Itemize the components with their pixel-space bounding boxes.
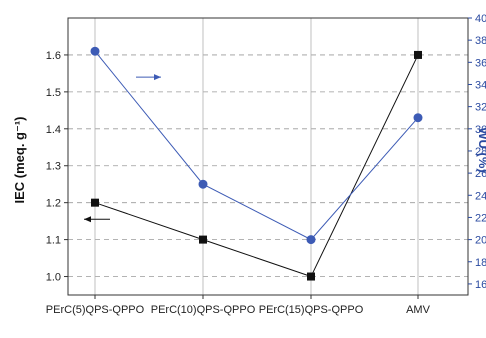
- data-point-square: [307, 272, 315, 281]
- y-tick-right-label: 28: [475, 146, 486, 158]
- x-tick-label: PErC(5)QPS-QPPO: [46, 304, 145, 316]
- x-tick-label: PErC(10)QPS-QPPO: [151, 304, 256, 316]
- ticks: 1.0 1.1 1.2 1.3 1.4 1.5 1.6 16 18 20 22 24 26 28 30 32 3…: [46, 13, 486, 316]
- series-line-1: [94, 54, 419, 278]
- annotations: [84, 74, 161, 223]
- y-tick-right-label: 24: [475, 190, 486, 202]
- y-tick-right-label: 20: [475, 235, 486, 247]
- series: [90, 46, 423, 281]
- y-tick-left-label: 1.2: [46, 198, 61, 210]
- data-point-circle: [198, 179, 208, 189]
- y-tick-left-label: 1.0: [46, 272, 61, 284]
- y-axis-label-right: WU (%): [476, 127, 486, 173]
- y-tick-right-label: 16: [475, 279, 486, 291]
- y-tick-right-label: 36: [475, 57, 486, 69]
- data-point-square: [91, 198, 99, 207]
- y-tick-left-label: 1.5: [46, 87, 61, 99]
- data-point-circle: [306, 235, 316, 245]
- data-point-circle: [413, 113, 423, 123]
- y-tick-right-label: 18: [475, 257, 486, 269]
- arrow-right-axis-head: [154, 74, 161, 81]
- data-point-circle: [90, 46, 100, 56]
- y-axis-label-left: IEC (meq. g⁻¹): [12, 116, 27, 203]
- data-point-square: [199, 235, 207, 244]
- y-tick-right-label: 40: [475, 13, 486, 25]
- plot-frame: [67, 17, 469, 296]
- y-tick-right-label: 26: [475, 168, 486, 180]
- series-line-2: [94, 50, 419, 241]
- y-tick-right-label: 38: [475, 35, 486, 47]
- x-tick-label: PErC(15)QPS-QPPO: [259, 304, 364, 316]
- y-tick-right-label: 34: [475, 79, 486, 91]
- y-tick-left-label: 1.3: [46, 161, 61, 173]
- y-tick-left-label: 1.4: [46, 124, 61, 136]
- y-tick-right-label: 32: [475, 102, 486, 114]
- arrow-left-axis-head: [84, 216, 91, 223]
- data-point-square: [414, 50, 422, 59]
- x-tick-label: AMV: [406, 304, 431, 316]
- grid: [68, 18, 468, 295]
- y-tick-left-label: 1.6: [46, 50, 61, 62]
- y-tick-right-label: 30: [475, 124, 486, 136]
- y-tick-right-label: 22: [475, 212, 486, 224]
- y-tick-left-label: 1.1: [46, 235, 61, 247]
